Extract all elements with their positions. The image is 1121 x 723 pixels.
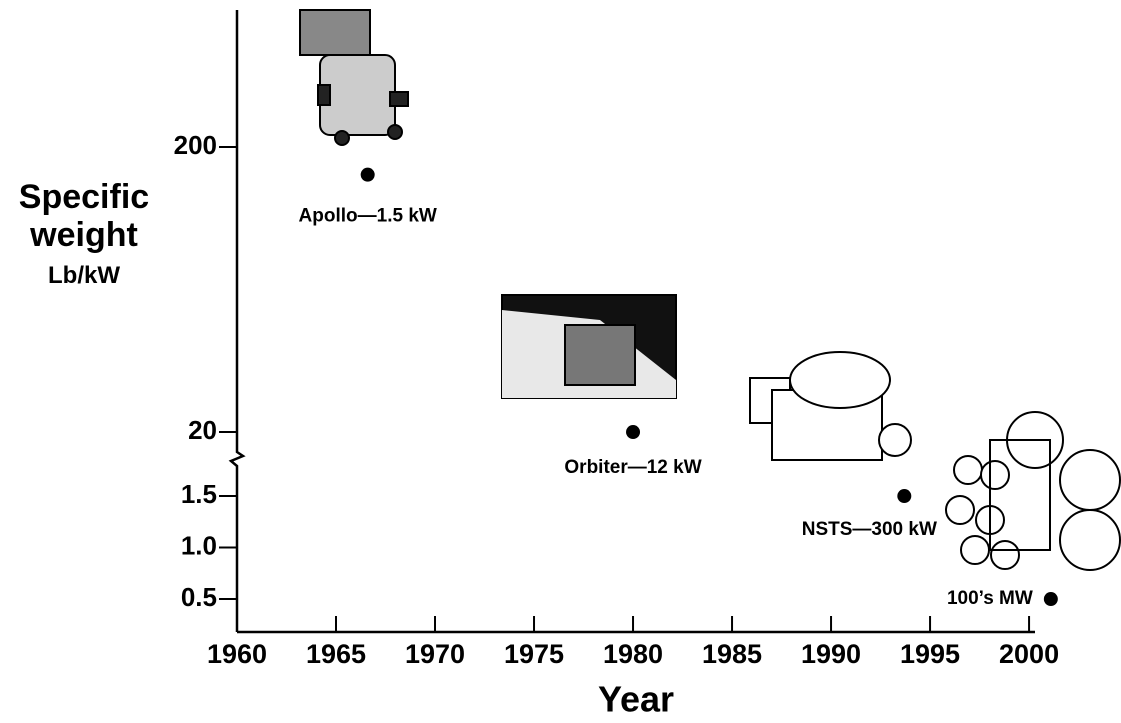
x-tick-label: 1975 xyxy=(504,639,564,669)
apollo-image xyxy=(300,10,408,145)
orbiter-image xyxy=(502,295,676,398)
data-point xyxy=(1044,592,1058,606)
point-label: 100’s MW xyxy=(947,588,1033,609)
data-point xyxy=(361,168,375,182)
data-point xyxy=(897,489,911,503)
x-axis-label: Year xyxy=(598,679,674,720)
point-label: Orbiter—12 kW xyxy=(564,457,701,478)
y-tick-label: 1.5 xyxy=(181,479,217,509)
x-tick-label: 1980 xyxy=(603,639,663,669)
y-tick-label: 20 xyxy=(188,415,217,445)
plot: 0.5 1.0 1.5 20 200 1960 1965 1970 1975 1980 1985 19… xyxy=(0,0,1121,723)
x-tick-label: 1970 xyxy=(405,639,465,669)
x-tick-label: 1990 xyxy=(801,639,861,669)
data-point xyxy=(626,425,640,439)
point-label: NSTS—300 kW xyxy=(802,519,937,540)
equipment-illustrations xyxy=(300,10,1120,570)
nsts-image xyxy=(750,352,911,460)
y-tick-label: 0.5 xyxy=(181,582,217,612)
x-tick-label: 1985 xyxy=(702,639,762,669)
y-axis xyxy=(231,10,243,632)
x-tick-label: 1960 xyxy=(207,639,267,669)
mw-image xyxy=(946,412,1120,570)
chart: Specific weight Lb/kW xyxy=(0,0,1121,723)
y-tick-label: 200 xyxy=(174,130,217,160)
x-tick-label: 1965 xyxy=(306,639,366,669)
x-tick-label: 2000 xyxy=(999,639,1059,669)
point-label: Apollo—1.5 kW xyxy=(299,206,437,227)
y-tick-label: 1.0 xyxy=(181,530,217,560)
x-tick-label: 1995 xyxy=(900,639,960,669)
